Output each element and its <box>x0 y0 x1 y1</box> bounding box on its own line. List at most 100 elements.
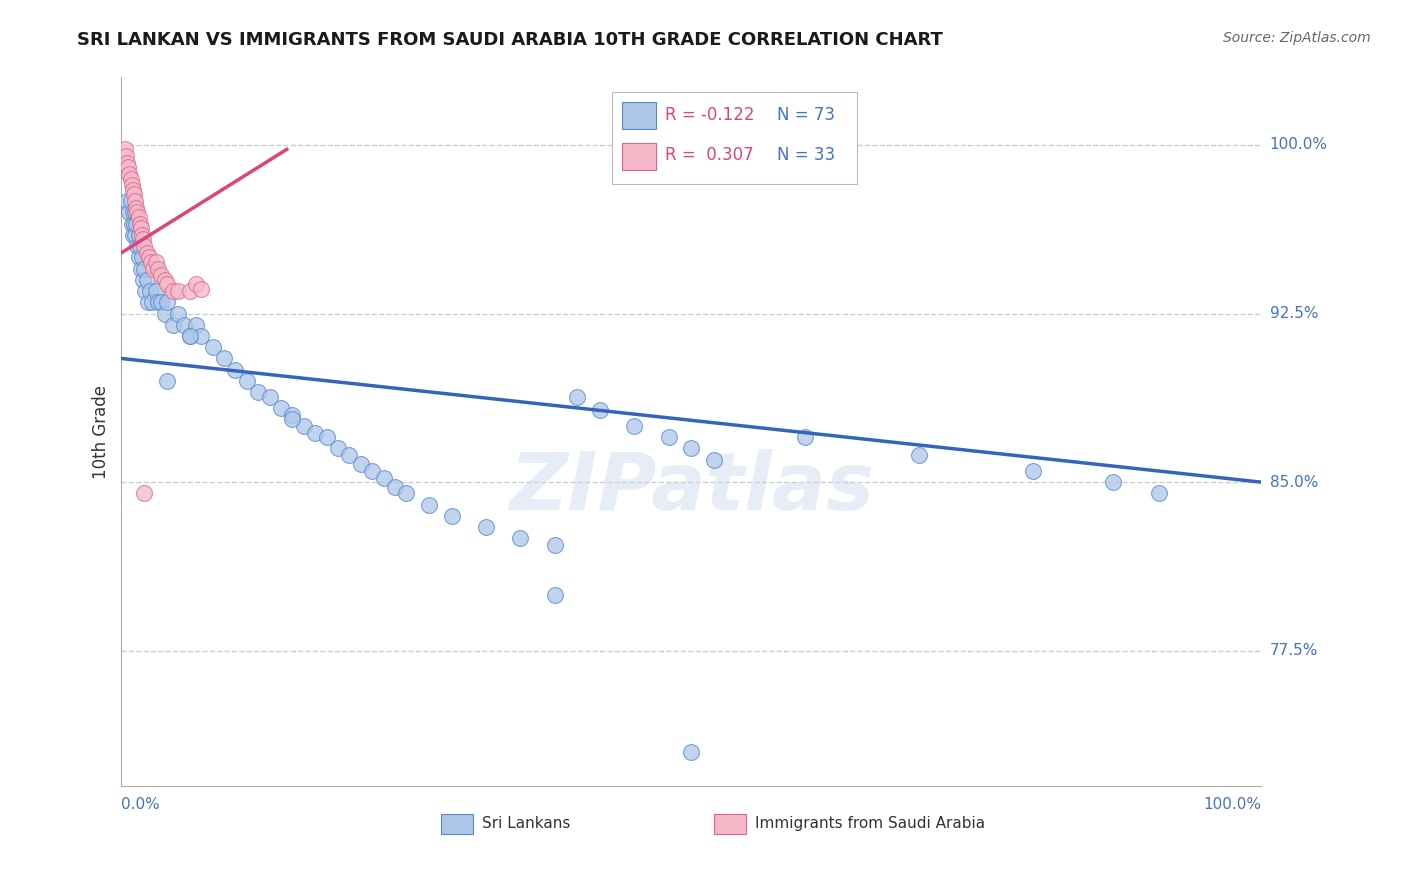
Point <box>141 295 163 310</box>
Text: SRI LANKAN VS IMMIGRANTS FROM SAUDI ARABIA 10TH GRADE CORRELATION CHART: SRI LANKAN VS IMMIGRANTS FROM SAUDI ARAB… <box>77 31 943 49</box>
Point <box>145 255 167 269</box>
Text: N = 73: N = 73 <box>778 106 835 124</box>
Point <box>139 284 162 298</box>
Point <box>145 284 167 298</box>
Point <box>120 194 142 208</box>
Text: 92.5%: 92.5% <box>1270 306 1319 321</box>
Point <box>153 306 176 320</box>
Point <box>135 245 157 260</box>
Point <box>543 538 565 552</box>
Point <box>128 217 150 231</box>
Point <box>281 408 304 422</box>
Text: 85.0%: 85.0% <box>1270 475 1317 490</box>
Point <box>115 149 138 163</box>
Point <box>128 210 150 224</box>
Point <box>350 457 373 471</box>
Point <box>127 205 149 219</box>
Point <box>127 239 149 253</box>
Point <box>138 250 160 264</box>
Point <box>121 178 143 193</box>
Point <box>162 284 184 298</box>
FancyBboxPatch shape <box>621 103 657 129</box>
Point <box>1102 475 1125 490</box>
Point <box>184 277 207 292</box>
Point <box>1147 486 1170 500</box>
Point <box>162 318 184 332</box>
Point <box>179 329 201 343</box>
Text: Source: ZipAtlas.com: Source: ZipAtlas.com <box>1223 31 1371 45</box>
Y-axis label: 10th Grade: 10th Grade <box>93 384 110 479</box>
Point <box>135 273 157 287</box>
Point <box>121 227 143 242</box>
Point <box>190 282 212 296</box>
FancyBboxPatch shape <box>714 814 747 834</box>
Point <box>156 277 179 292</box>
Point <box>132 232 155 246</box>
Point <box>281 412 304 426</box>
Point <box>384 480 406 494</box>
Point <box>153 273 176 287</box>
Text: R =  0.307: R = 0.307 <box>665 146 754 164</box>
Point <box>681 442 703 456</box>
Point <box>118 167 141 181</box>
Point <box>179 284 201 298</box>
Point <box>121 205 143 219</box>
Point <box>114 142 136 156</box>
Point <box>124 194 146 208</box>
Point <box>131 250 153 264</box>
Point <box>120 171 142 186</box>
Text: ZIPatlas: ZIPatlas <box>509 450 875 527</box>
Point <box>173 318 195 332</box>
Point <box>292 419 315 434</box>
Point <box>167 306 190 320</box>
Point <box>179 329 201 343</box>
Point <box>142 261 165 276</box>
Point <box>567 390 589 404</box>
Point <box>124 205 146 219</box>
Point <box>167 284 190 298</box>
Point <box>326 442 349 456</box>
Point <box>134 261 156 276</box>
Text: R = -0.122: R = -0.122 <box>665 106 755 124</box>
Point <box>475 520 498 534</box>
Point <box>236 374 259 388</box>
Point <box>128 250 150 264</box>
Point <box>122 187 145 202</box>
Point <box>418 498 440 512</box>
Point <box>224 363 246 377</box>
FancyBboxPatch shape <box>621 143 657 169</box>
Point <box>543 588 565 602</box>
Text: 77.5%: 77.5% <box>1270 643 1317 658</box>
Point <box>115 194 138 208</box>
Point <box>304 425 326 440</box>
Point <box>115 156 138 170</box>
Text: 100.0%: 100.0% <box>1204 797 1261 812</box>
Point <box>259 390 281 404</box>
Text: 0.0%: 0.0% <box>121 797 160 812</box>
Point <box>156 374 179 388</box>
FancyBboxPatch shape <box>440 814 472 834</box>
FancyBboxPatch shape <box>612 92 856 184</box>
Point <box>315 430 337 444</box>
Point <box>132 273 155 287</box>
Point <box>125 217 148 231</box>
Point <box>212 351 235 366</box>
Point <box>139 255 162 269</box>
Point <box>129 261 152 276</box>
Point <box>131 227 153 242</box>
Point <box>184 318 207 332</box>
Point <box>124 227 146 242</box>
Point <box>117 161 139 175</box>
Point <box>373 470 395 484</box>
Point <box>440 508 463 523</box>
Point <box>623 419 645 434</box>
Point <box>681 745 703 759</box>
Text: N = 33: N = 33 <box>778 146 835 164</box>
Point <box>703 452 725 467</box>
Point <box>150 268 173 283</box>
Point <box>509 532 531 546</box>
Point <box>134 486 156 500</box>
Point <box>118 205 141 219</box>
Point <box>190 329 212 343</box>
Point <box>247 385 270 400</box>
